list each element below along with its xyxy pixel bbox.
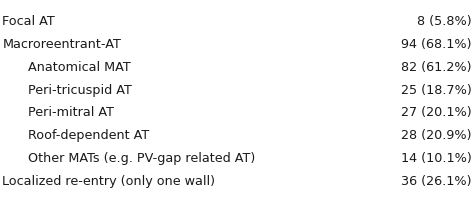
Text: 8 (5.8%): 8 (5.8%) (417, 15, 472, 28)
Text: 28 (20.9%): 28 (20.9%) (401, 129, 472, 142)
Text: Localized re-entry (only one wall): Localized re-entry (only one wall) (2, 174, 215, 187)
Text: Anatomical MAT: Anatomical MAT (28, 60, 131, 73)
Text: 14 (10.1%): 14 (10.1%) (401, 151, 472, 164)
Text: 36 (26.1%): 36 (26.1%) (401, 174, 472, 187)
Text: Macroreentrant-AT: Macroreentrant-AT (2, 38, 121, 51)
Text: Focal AT: Focal AT (2, 15, 55, 28)
Text: Roof-dependent AT: Roof-dependent AT (28, 129, 150, 142)
Text: 27 (20.1%): 27 (20.1%) (401, 106, 472, 119)
Text: 82 (61.2%): 82 (61.2%) (401, 60, 472, 73)
Text: Peri-tricuspid AT: Peri-tricuspid AT (28, 83, 132, 96)
Text: 94 (68.1%): 94 (68.1%) (401, 38, 472, 51)
Text: 25 (18.7%): 25 (18.7%) (401, 83, 472, 96)
Text: Other MATs (e.g. PV-gap related AT): Other MATs (e.g. PV-gap related AT) (28, 151, 255, 164)
Text: Peri-mitral AT: Peri-mitral AT (28, 106, 114, 119)
